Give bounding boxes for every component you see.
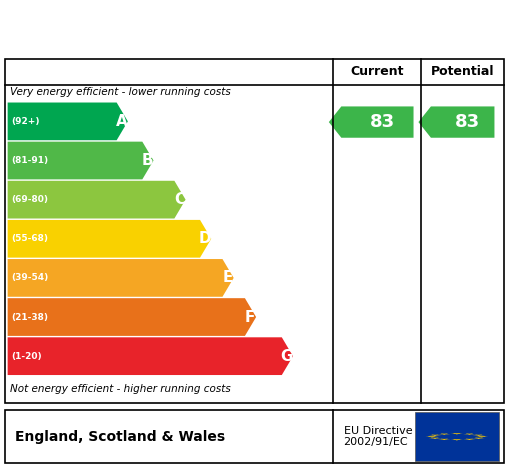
Text: (92+): (92+) [12, 117, 40, 126]
Text: Not energy efficient - higher running costs: Not energy efficient - higher running co… [10, 384, 231, 395]
Bar [415, 412, 499, 461]
Text: G: G [280, 349, 293, 364]
Text: Very energy efficient - lower running costs: Very energy efficient - lower running co… [10, 87, 231, 97]
Text: C: C [174, 192, 185, 207]
Polygon shape [426, 436, 438, 438]
Text: Current: Current [351, 65, 404, 78]
Polygon shape [8, 337, 293, 375]
Text: EU Directive
2002/91/EC: EU Directive 2002/91/EC [344, 426, 412, 447]
Text: (81-91): (81-91) [12, 156, 49, 165]
Text: (55-68): (55-68) [12, 234, 49, 243]
Text: (39-54): (39-54) [12, 273, 49, 283]
Polygon shape [438, 433, 450, 435]
Text: 83: 83 [370, 113, 395, 131]
Text: Potential: Potential [431, 65, 494, 78]
Polygon shape [8, 103, 128, 140]
Text: D: D [199, 231, 211, 246]
Polygon shape [476, 436, 488, 438]
Polygon shape [463, 439, 476, 440]
Bar [5, 410, 504, 463]
Polygon shape [8, 259, 234, 297]
Polygon shape [463, 433, 476, 435]
Polygon shape [450, 439, 463, 440]
Polygon shape [438, 439, 450, 440]
Text: (21-38): (21-38) [12, 312, 49, 322]
Text: Energy Efficiency Rating: Energy Efficiency Rating [15, 15, 361, 40]
Polygon shape [8, 142, 154, 179]
Text: B: B [142, 153, 153, 168]
Text: England, Scotland & Wales: England, Scotland & Wales [15, 430, 225, 444]
Polygon shape [8, 220, 211, 258]
Text: E: E [222, 270, 233, 285]
Polygon shape [450, 433, 463, 434]
Polygon shape [329, 106, 413, 138]
Polygon shape [418, 106, 494, 138]
Polygon shape [472, 434, 485, 436]
Text: (69-80): (69-80) [12, 195, 49, 204]
Polygon shape [8, 181, 186, 219]
Polygon shape [472, 438, 485, 439]
Text: A: A [116, 114, 128, 129]
Text: F: F [245, 310, 255, 325]
Text: (1-20): (1-20) [12, 352, 42, 361]
Text: 83: 83 [455, 113, 480, 131]
Polygon shape [8, 298, 256, 336]
Polygon shape [429, 434, 441, 436]
Polygon shape [429, 438, 441, 439]
